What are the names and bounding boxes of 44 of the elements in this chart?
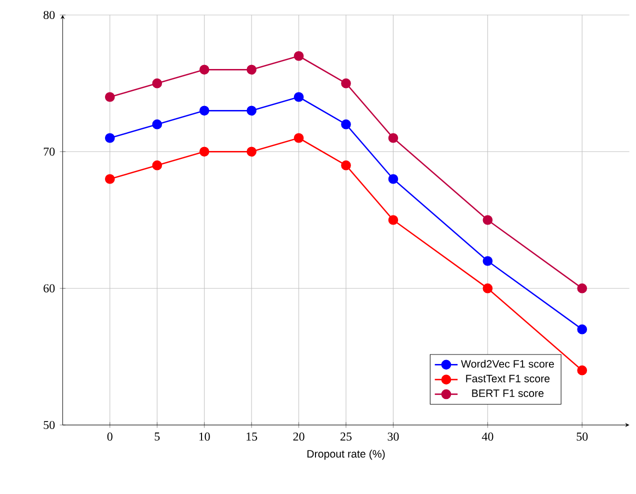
point <box>482 215 493 225</box>
y-tick-label: 70 <box>44 148 55 156</box>
point <box>104 133 115 143</box>
x-tick-label: 25 <box>340 432 352 441</box>
point <box>246 64 256 75</box>
point <box>199 64 210 75</box>
point <box>482 283 493 294</box>
x-tick-label: 40 <box>482 432 494 441</box>
legend-label: Word2Vec F1 score <box>460 360 554 368</box>
y-tick-label: 50 <box>44 420 55 430</box>
x-tick-label: 5 <box>154 432 160 441</box>
point <box>341 160 351 170</box>
point <box>388 215 398 225</box>
x-tick-label: 30 <box>388 432 399 441</box>
legend-label: FastText F1 score <box>466 374 550 382</box>
x-tick-label: 20 <box>293 432 304 441</box>
point <box>388 174 398 184</box>
point <box>294 133 304 143</box>
legend-label: BERT F1 score <box>472 390 544 398</box>
point <box>482 256 493 266</box>
point <box>152 160 162 170</box>
point <box>104 92 115 102</box>
point <box>152 78 162 88</box>
point <box>246 146 256 157</box>
x-tick-label: 0 <box>107 432 112 441</box>
point <box>294 92 304 102</box>
point <box>577 283 588 294</box>
x-tick-label: 10 <box>199 432 210 441</box>
point <box>294 51 304 61</box>
point <box>577 324 588 334</box>
point <box>199 146 210 157</box>
y-tick-label: 80 <box>44 10 55 20</box>
point <box>246 106 256 116</box>
point <box>577 365 588 376</box>
x-tick-label: 50 <box>576 432 588 441</box>
point <box>104 174 115 184</box>
point <box>341 119 351 130</box>
point <box>341 78 351 88</box>
point <box>152 119 162 130</box>
point <box>388 133 398 143</box>
x-axis-title: Dropout rate (%) <box>307 450 385 460</box>
point <box>199 106 210 116</box>
x-tick-label: 15 <box>246 432 258 441</box>
y-tick-label: 60 <box>44 284 55 292</box>
